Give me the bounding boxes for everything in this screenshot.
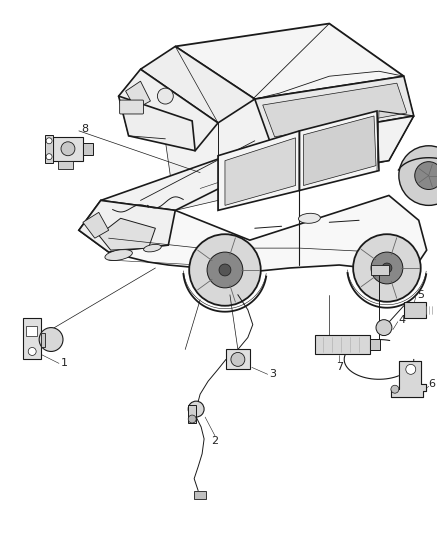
Polygon shape [391, 361, 426, 397]
Polygon shape [83, 143, 93, 155]
Ellipse shape [299, 213, 320, 223]
Polygon shape [79, 200, 175, 252]
Polygon shape [53, 137, 83, 160]
Polygon shape [79, 196, 427, 272]
Circle shape [46, 154, 52, 160]
Polygon shape [370, 338, 380, 351]
Polygon shape [119, 69, 218, 151]
Text: 3: 3 [270, 369, 277, 379]
Polygon shape [58, 160, 73, 168]
Circle shape [406, 365, 416, 374]
Circle shape [61, 142, 75, 156]
Polygon shape [45, 135, 53, 163]
Circle shape [371, 252, 403, 284]
Polygon shape [300, 111, 379, 190]
Polygon shape [101, 116, 414, 211]
Polygon shape [41, 333, 45, 348]
Circle shape [399, 146, 438, 205]
Text: 5: 5 [417, 290, 424, 300]
Circle shape [231, 352, 245, 366]
Polygon shape [226, 350, 250, 369]
Polygon shape [255, 76, 414, 141]
Ellipse shape [105, 249, 132, 261]
Circle shape [376, 320, 392, 336]
Polygon shape [141, 46, 255, 123]
Circle shape [207, 252, 243, 288]
Polygon shape [188, 405, 196, 423]
Ellipse shape [144, 244, 161, 252]
Text: 4: 4 [399, 314, 406, 325]
Polygon shape [83, 212, 109, 238]
Circle shape [391, 385, 399, 393]
Circle shape [46, 138, 52, 144]
Circle shape [39, 328, 63, 351]
Polygon shape [218, 131, 300, 211]
Circle shape [157, 88, 173, 104]
Polygon shape [119, 23, 414, 211]
Circle shape [415, 161, 438, 190]
Circle shape [28, 348, 36, 356]
Polygon shape [99, 219, 155, 250]
Text: 7: 7 [336, 362, 343, 373]
Text: 8: 8 [81, 124, 88, 134]
Polygon shape [126, 81, 150, 109]
Circle shape [219, 264, 231, 276]
Circle shape [353, 234, 421, 302]
Polygon shape [23, 318, 41, 359]
Polygon shape [371, 265, 389, 275]
Circle shape [188, 401, 204, 417]
FancyBboxPatch shape [120, 100, 144, 114]
Polygon shape [404, 302, 426, 318]
Polygon shape [315, 335, 370, 354]
Circle shape [188, 415, 196, 423]
Circle shape [189, 234, 261, 306]
Polygon shape [26, 326, 37, 336]
Polygon shape [225, 138, 296, 205]
Text: 2: 2 [212, 436, 219, 446]
Polygon shape [175, 23, 404, 99]
Text: 6: 6 [429, 379, 436, 389]
Polygon shape [304, 116, 376, 185]
Polygon shape [119, 96, 195, 151]
Circle shape [382, 263, 392, 273]
Text: 1: 1 [61, 358, 68, 368]
Polygon shape [194, 490, 206, 498]
Polygon shape [263, 83, 407, 137]
